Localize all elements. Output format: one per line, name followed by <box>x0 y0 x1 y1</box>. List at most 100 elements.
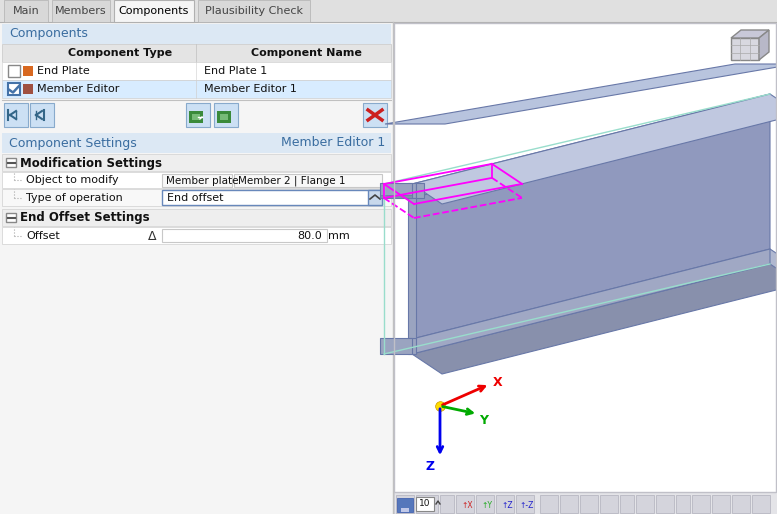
Bar <box>394 22 777 492</box>
Bar <box>2 189 391 206</box>
Bar <box>580 495 598 513</box>
Text: End Offset Settings: End Offset Settings <box>20 211 150 225</box>
Bar <box>731 38 759 60</box>
Bar <box>186 103 210 127</box>
Text: End Plate: End Plate <box>37 66 90 76</box>
Bar <box>692 495 710 513</box>
Bar <box>23 66 33 76</box>
Text: Modification Settings: Modification Settings <box>20 156 162 170</box>
Bar <box>189 111 203 123</box>
Text: ↑X: ↑X <box>462 501 473 509</box>
Text: Member Editor 1: Member Editor 1 <box>280 137 385 150</box>
Text: Member 2 | Flange 1: Member 2 | Flange 1 <box>238 176 346 186</box>
Bar <box>408 338 416 354</box>
Bar <box>396 495 414 513</box>
Bar <box>397 498 413 512</box>
Bar <box>476 495 494 513</box>
Text: Members: Members <box>55 6 106 16</box>
Bar <box>220 114 228 120</box>
Bar <box>30 103 54 127</box>
Bar <box>752 495 770 513</box>
Bar <box>217 111 231 123</box>
Bar <box>394 23 776 492</box>
Bar <box>2 154 391 171</box>
Polygon shape <box>412 94 770 198</box>
Bar <box>2 62 391 80</box>
Polygon shape <box>385 64 777 124</box>
Text: End Plate 1: End Plate 1 <box>204 66 267 76</box>
Text: ↑Z: ↑Z <box>501 501 513 509</box>
Bar <box>2 133 391 153</box>
Text: Member plate: Member plate <box>166 176 239 186</box>
Bar <box>0 0 777 22</box>
Bar <box>540 495 558 513</box>
Bar <box>380 183 412 198</box>
Text: X: X <box>493 376 503 389</box>
Bar <box>416 497 434 511</box>
Bar <box>4 103 28 127</box>
Text: mm: mm <box>328 231 350 241</box>
Text: Component Name: Component Name <box>251 48 362 58</box>
Text: 10: 10 <box>420 500 430 508</box>
Text: Plausibility Check: Plausibility Check <box>205 6 303 16</box>
Bar <box>8 65 20 77</box>
Bar <box>2 172 391 188</box>
Bar <box>214 103 238 127</box>
Bar <box>162 190 382 205</box>
Text: Components: Components <box>119 6 189 16</box>
Bar <box>416 183 424 198</box>
Bar <box>656 495 674 513</box>
Text: Object to modify: Object to modify <box>26 175 119 185</box>
Bar <box>401 508 409 512</box>
Bar <box>560 495 578 513</box>
Text: ↑-Z: ↑-Z <box>520 501 535 509</box>
Bar <box>620 495 634 513</box>
Bar <box>600 495 618 513</box>
Text: Offset: Offset <box>26 231 60 241</box>
Text: End offset: End offset <box>167 193 224 203</box>
Bar <box>4 0 48 22</box>
Bar <box>394 492 777 514</box>
Bar <box>114 0 194 22</box>
Bar <box>636 495 654 513</box>
Polygon shape <box>412 94 777 204</box>
Bar <box>380 195 412 198</box>
Text: Components: Components <box>9 28 88 41</box>
Bar <box>516 495 534 513</box>
Text: 80.0: 80.0 <box>298 231 322 241</box>
Bar <box>408 198 416 339</box>
Bar <box>732 495 750 513</box>
Bar <box>162 174 232 187</box>
Bar <box>6 158 16 167</box>
Bar <box>456 495 474 513</box>
Bar <box>440 495 454 513</box>
Polygon shape <box>412 264 777 374</box>
Bar <box>234 174 382 187</box>
Bar <box>363 103 387 127</box>
Bar <box>162 229 327 242</box>
Bar <box>496 495 514 513</box>
Text: Component Settings: Component Settings <box>9 137 137 150</box>
Polygon shape <box>731 30 769 38</box>
Text: Δ: Δ <box>148 229 156 243</box>
Bar <box>380 338 412 354</box>
Text: Component Type: Component Type <box>68 48 172 58</box>
Text: Z: Z <box>426 460 434 472</box>
Polygon shape <box>759 30 769 60</box>
Bar <box>676 495 690 513</box>
Bar <box>2 24 391 44</box>
Text: Type of operation: Type of operation <box>26 193 123 203</box>
Polygon shape <box>412 249 770 354</box>
Text: ↑Y: ↑Y <box>482 501 493 509</box>
Bar <box>2 44 391 62</box>
Bar <box>2 209 391 226</box>
Text: Y: Y <box>479 413 489 427</box>
Bar <box>52 0 110 22</box>
Bar <box>192 114 200 120</box>
Bar <box>2 227 391 244</box>
Bar <box>0 22 393 514</box>
Text: Member Editor 1: Member Editor 1 <box>204 84 297 94</box>
Bar <box>23 84 33 94</box>
Text: Member Editor: Member Editor <box>37 84 120 94</box>
Bar <box>368 190 382 205</box>
